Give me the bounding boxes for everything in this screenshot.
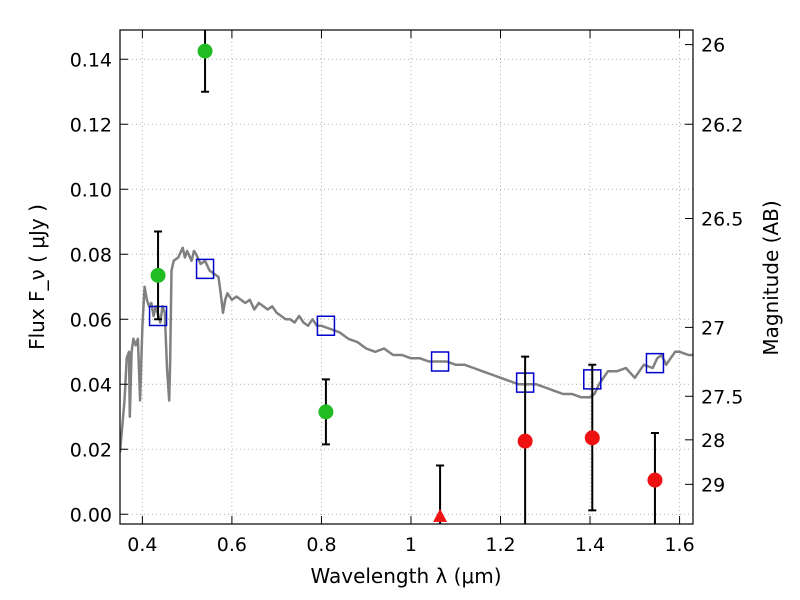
- x-tick-label: 0.8: [306, 534, 336, 556]
- y-tick-label: 0.08: [70, 244, 112, 266]
- right-y-tick-label: 27.5: [701, 386, 743, 408]
- x-tick-label: 0.6: [217, 534, 247, 556]
- axes: 0.4 0.6 0.8 1 1.2 1.4 1.6 0.00 0.02 0.04 0.06 0.08 0…: [70, 30, 743, 556]
- y-tick-label: 0.12: [70, 114, 112, 136]
- right-y-tick-label: 26.5: [701, 209, 743, 231]
- x-tick-label: 0.4: [127, 534, 157, 556]
- model-photometry-square: [645, 352, 665, 374]
- detection-point: [197, 43, 213, 59]
- x-tick-label: 1.6: [664, 534, 694, 556]
- x-tick-label: 1: [405, 534, 417, 556]
- model-photometry-square: [430, 351, 450, 372]
- plot-area: [120, 246, 693, 453]
- y-tick-label: 0.04: [70, 374, 112, 396]
- y-tick-label: 0.06: [70, 309, 112, 331]
- detection-point: [318, 404, 334, 420]
- y-tick-label: 0.10: [70, 179, 112, 201]
- plot-frame: [119, 29, 694, 525]
- y-tick-label: 0.02: [70, 439, 112, 461]
- x-tick-label: 1.4: [575, 534, 605, 556]
- model-spectrum-line: [120, 246, 693, 453]
- y-axis-label: Flux F_ν ( μJy ): [25, 204, 49, 350]
- x-tick-label: 1.2: [485, 534, 515, 556]
- right-y-tick-label: 26.2: [701, 114, 743, 136]
- non-detection-point: [584, 430, 600, 446]
- model-photometry-square: [316, 315, 336, 336]
- right-y-tick-label: 28: [701, 430, 725, 452]
- model-photometry-square: [195, 258, 215, 280]
- right-y-tick-label: 29: [701, 474, 725, 496]
- non-detection-point: [647, 472, 663, 488]
- right-y-tick-label: 27: [701, 317, 725, 339]
- y-tick-label: 0.14: [70, 49, 112, 71]
- y-tick-label: 0.00: [70, 504, 112, 526]
- x-axis-label: Wavelength λ (μm): [310, 564, 501, 588]
- right-y-tick-label: 26: [701, 35, 725, 57]
- marker-layer: [148, 30, 665, 524]
- upper-limit-marker: [433, 508, 448, 522]
- detection-point: [150, 267, 166, 283]
- non-detection-point: [517, 433, 533, 449]
- right-y-axis-label: Magnitude (AB): [759, 200, 783, 355]
